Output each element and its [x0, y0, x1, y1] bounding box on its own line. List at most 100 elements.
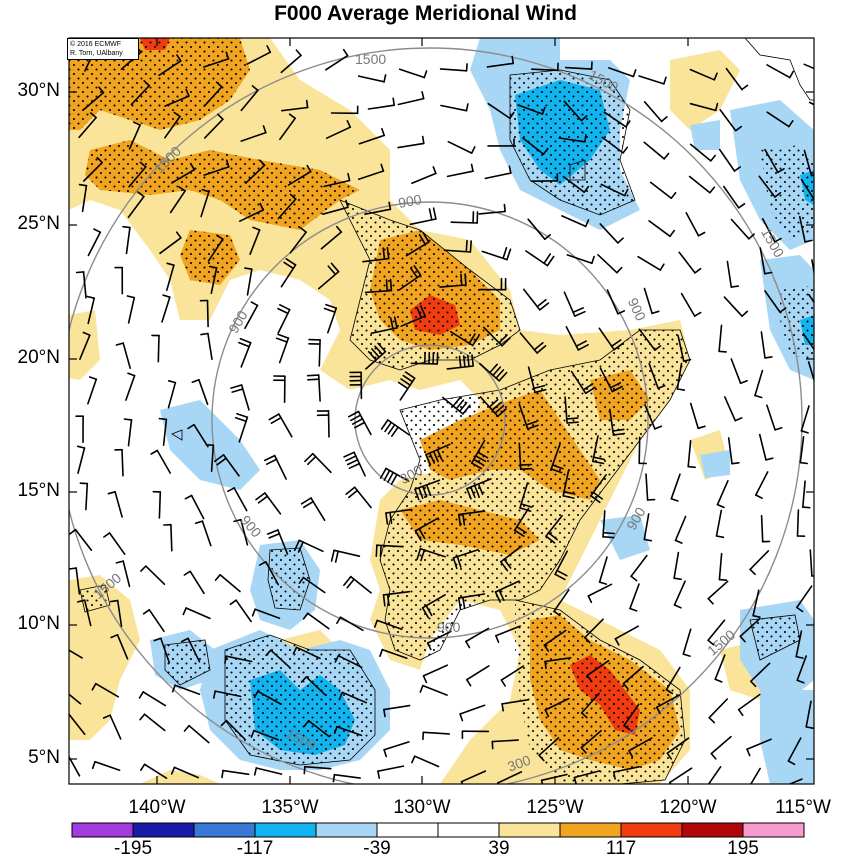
wind-barb-feather: [470, 146, 476, 154]
wind-barb-shaft: [530, 68, 559, 72]
wind-barb-shaft: [337, 654, 363, 669]
wind-barb-shaft: [188, 724, 210, 744]
wind-barb-feather: [227, 487, 235, 493]
wind-barb-feather: [460, 273, 463, 287]
wind-barb-feather: [613, 342, 624, 351]
wind-barb-shaft: [422, 664, 449, 677]
wind-barb-shaft: [638, 328, 656, 351]
wind-barb-shaft: [321, 206, 349, 215]
wind-barb-feather: [544, 709, 550, 718]
wind-barb-shaft: [279, 117, 297, 141]
wind-barb-feather: [69, 567, 77, 570]
wind-barb-feather: [298, 576, 305, 585]
wind-barb-shaft: [307, 719, 331, 738]
wind-barb-feather: [75, 271, 85, 274]
wind-barb-feather: [632, 69, 637, 78]
wind-barb-feather: [492, 366, 502, 377]
wind-barb-feather: [498, 371, 508, 382]
wind-barb-shaft: [447, 140, 473, 154]
wind-barb-feather: [816, 385, 823, 387]
wind-barb-shaft: [517, 104, 544, 115]
wind-barb-shaft: [201, 520, 212, 547]
wind-barb-feather: [253, 690, 259, 699]
wind-barb-shaft: [486, 62, 515, 68]
wind-barb-shaft: [156, 449, 171, 474]
colorbar-swatch: [620, 822, 683, 838]
wind-barb-feather: [733, 166, 742, 172]
wind-barb-feather: [542, 147, 549, 155]
wind-barb-feather: [90, 112, 97, 119]
wind-barb-feather: [288, 113, 297, 120]
wind-barb-feather: [714, 678, 723, 683]
wind-barb-feather: [418, 527, 426, 540]
wind-barb-feather: [779, 307, 787, 313]
wind-barb-shaft: [233, 487, 248, 512]
wind-barb-feather: [139, 161, 147, 168]
wind-barb-feather: [462, 513, 466, 526]
wind-barb-shaft: [157, 334, 160, 363]
wind-barb-feather: [651, 310, 660, 315]
wind-barb-shaft: [801, 480, 806, 508]
wind-barb-shaft: [81, 184, 88, 213]
wind-barb-feather: [541, 106, 546, 115]
wind-barb-shaft: [678, 251, 696, 274]
wind-barb-shaft: [714, 654, 726, 681]
wind-barb-shaft: [727, 437, 733, 465]
wind-barb-shaft: [422, 684, 448, 696]
wind-barb-feather: [665, 688, 674, 695]
wind-barb-shaft: [803, 149, 813, 177]
wind-barb-feather: [379, 467, 387, 479]
wind-barb-shaft: [796, 655, 808, 682]
wind-barb-shaft: [606, 289, 619, 315]
wind-barb-shaft: [240, 518, 249, 546]
wind-barb-shaft: [603, 111, 627, 128]
wind-barb-feather: [167, 379, 177, 384]
wind-barb-feather: [414, 488, 420, 501]
wind-barb-feather: [379, 544, 382, 558]
credit-line-1: © 2016 ECMWF: [70, 41, 122, 48]
wind-barb-feather: [238, 341, 250, 348]
wind-barb-feather: [91, 682, 97, 691]
lat-ticks: [69, 91, 814, 760]
wind-barb-feather: [416, 306, 423, 319]
wind-barb-feather: [693, 311, 702, 317]
wind-barb-shaft: [203, 58, 230, 68]
colorbar-swatch: [559, 822, 622, 838]
wind-barb-shaft: [459, 704, 486, 715]
wind-barb-feather: [420, 549, 426, 562]
wind-barb-feather: [739, 379, 748, 385]
wind-barb-feather: [612, 428, 625, 432]
wind-barb-feather: [553, 610, 561, 617]
lon-label: 120°W: [659, 797, 717, 818]
wind-barb-feather: [425, 484, 432, 497]
wind-barb-feather: [225, 159, 230, 168]
wind-barb-shaft: [358, 134, 386, 145]
wind-barb-feather: [107, 490, 116, 495]
wind-barb-feather: [546, 255, 555, 267]
wind-barb-shaft: [563, 100, 583, 122]
wind-barb-feather: [78, 183, 88, 187]
wind-barb-feather: [765, 457, 774, 461]
wind-barb-feather: [629, 607, 638, 612]
lat-label: 30°N: [17, 80, 60, 101]
wind-barb-feather: [115, 560, 124, 564]
wind-barb-feather: [628, 749, 634, 758]
wind-barb-shaft: [580, 692, 600, 714]
wind-barb-shaft: [158, 60, 182, 77]
wind-barb-feather: [305, 99, 309, 109]
wind-barb-shaft: [219, 573, 241, 593]
wind-barb-feather: [306, 455, 317, 466]
wind-barb-feather: [231, 388, 244, 393]
wind-barb-feather: [252, 226, 261, 231]
wind-barb-shaft: [587, 583, 613, 597]
wind-barb-feather: [602, 531, 616, 535]
wind-barb-shaft: [160, 637, 171, 664]
wind-barb-shaft: [643, 141, 666, 160]
wind-barb-shaft: [599, 223, 619, 244]
wind-barb-shaft: [87, 297, 95, 325]
wind-barb-feather: [383, 708, 386, 718]
wind-barb-feather: [257, 495, 269, 504]
wind-barb-shaft: [121, 448, 124, 477]
wind-barb-shaft: [78, 116, 97, 139]
wind-barb-feather: [503, 203, 506, 213]
